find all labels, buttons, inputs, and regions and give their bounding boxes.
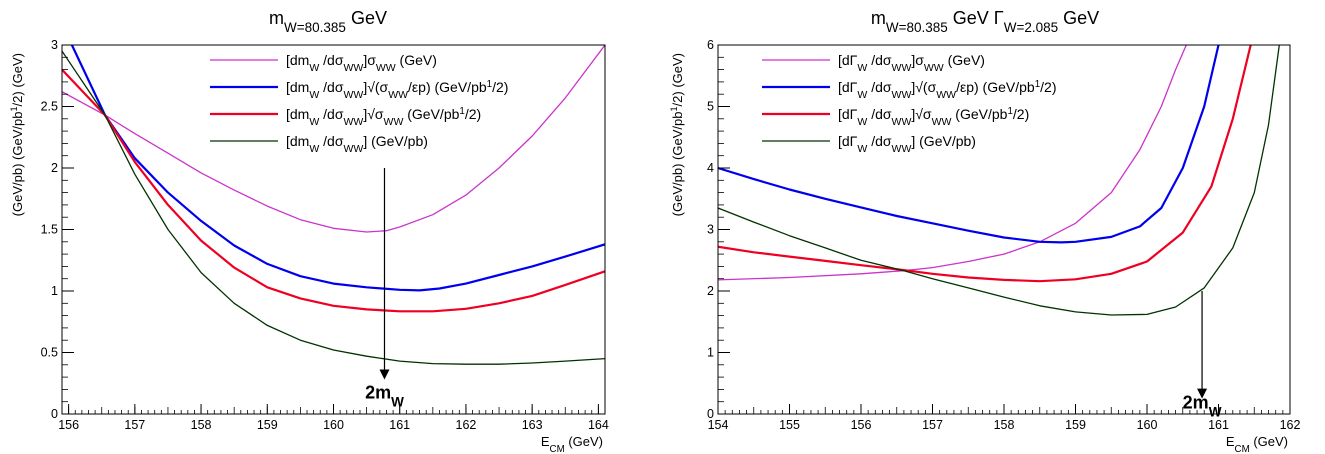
y-tick-label: 0 [51, 407, 58, 421]
x-tick-label: 163 [522, 418, 543, 432]
series-line-4 [62, 50, 605, 365]
x-tick-label: 159 [1065, 418, 1086, 432]
legend-entry: [dmW /dσWW]σWW (GeV) [286, 52, 437, 74]
chart-title: mW=80.385 GeV ΓW=2.085 GeV [871, 8, 1099, 35]
legend-entry: [dΓW /dσWW]σWW (GeV) [838, 52, 985, 74]
y-axis-label: (GeV/pb) (GeV/pb1/2) (GeV) [669, 53, 685, 216]
x-tick-label: 162 [456, 418, 477, 432]
series-line-1 [718, 45, 1187, 281]
y-tick-label: 2 [51, 161, 58, 175]
y-tick-label: 4 [707, 161, 714, 175]
y-tick-label: 0.5 [41, 346, 58, 360]
series-line-3 [62, 68, 605, 313]
series-line-4 [718, 45, 1280, 316]
annotation-arrow-head [1197, 388, 1208, 399]
plot-frame [717, 44, 1291, 415]
annotation-label: 2mW [365, 383, 404, 410]
x-tick-label: 161 [389, 418, 410, 432]
y-tick-label: 3 [707, 223, 714, 237]
x-tick-label: 160 [1137, 418, 1158, 432]
chart-panel-left: mW=80.385 GeV 156 157 158 159 160 161 162 163 164… [0, 0, 660, 454]
x-tick-label: 162 [1280, 418, 1301, 432]
x-tick-label: 161 [1208, 418, 1229, 432]
series-line-2 [718, 45, 1220, 244]
x-tick-label: 157 [922, 418, 943, 432]
series-line-1 [62, 45, 605, 233]
x-tick-label: 157 [124, 418, 145, 432]
x-axis-label: ECM (GeV) [541, 434, 603, 454]
y-tick-label: 3 [51, 38, 58, 52]
legend-entry: [dΓW /dσWW]√(σWW/εp) (GeV/pb1/2) [838, 79, 1056, 102]
y-tick-label: 1 [51, 284, 58, 298]
y-tick-label: 0 [707, 407, 714, 421]
series-line-3 [718, 45, 1252, 283]
legend-entry: [dmW /dσWW] (GeV/pb) [286, 133, 428, 155]
x-tick-label: 159 [257, 418, 278, 432]
x-tick-label: 155 [779, 418, 800, 432]
x-axis-label: ECM (GeV) [1226, 434, 1288, 454]
x-tick-label: 164 [588, 418, 609, 432]
legend-entry: [dΓW /dσWW]√σWW (GeV/pb1/2) [838, 106, 1029, 129]
y-tick-label: 1.5 [41, 223, 58, 237]
chart-title: mW=80.385 GeV [269, 8, 387, 35]
y-tick-label: 6 [707, 38, 714, 52]
series-line-2 [70, 45, 605, 292]
legend-entry: [dmW /dσWW]√σWW (GeV/pb1/2) [286, 106, 481, 129]
chart-panel-right: mW=80.385 GeV ΓW=2.085 GeV 154 155 156 157 15… [662, 0, 1325, 454]
chart-left: mW=80.385 GeV 156 157 158 159 160 161 162 163 164… [9, 8, 609, 454]
y-tick-label: 2.5 [41, 100, 58, 114]
y-tick-label: 5 [707, 100, 714, 114]
x-tick-label: 158 [994, 418, 1015, 432]
legend-entry: [dΓW /dσWW] (GeV/pb) [838, 133, 976, 155]
x-tick-label: 156 [851, 418, 872, 432]
legend-entry: [dmW /dσWW]√(σWW/εp) (GeV/pb1/2) [286, 79, 508, 102]
plot-frame [61, 44, 606, 415]
y-tick-label: 2 [707, 284, 714, 298]
y-axis-label: (GeV/pb) (GeV/pb1/2) (GeV) [9, 53, 25, 216]
x-tick-label: 154 [708, 418, 729, 432]
x-tick-label: 160 [323, 418, 344, 432]
x-tick-label: 158 [191, 418, 212, 432]
x-tick-label: 156 [58, 418, 79, 432]
annotation-arrow-head [379, 369, 390, 380]
y-tick-label: 1 [707, 346, 714, 360]
annotation-label: 2mW [1183, 393, 1222, 420]
